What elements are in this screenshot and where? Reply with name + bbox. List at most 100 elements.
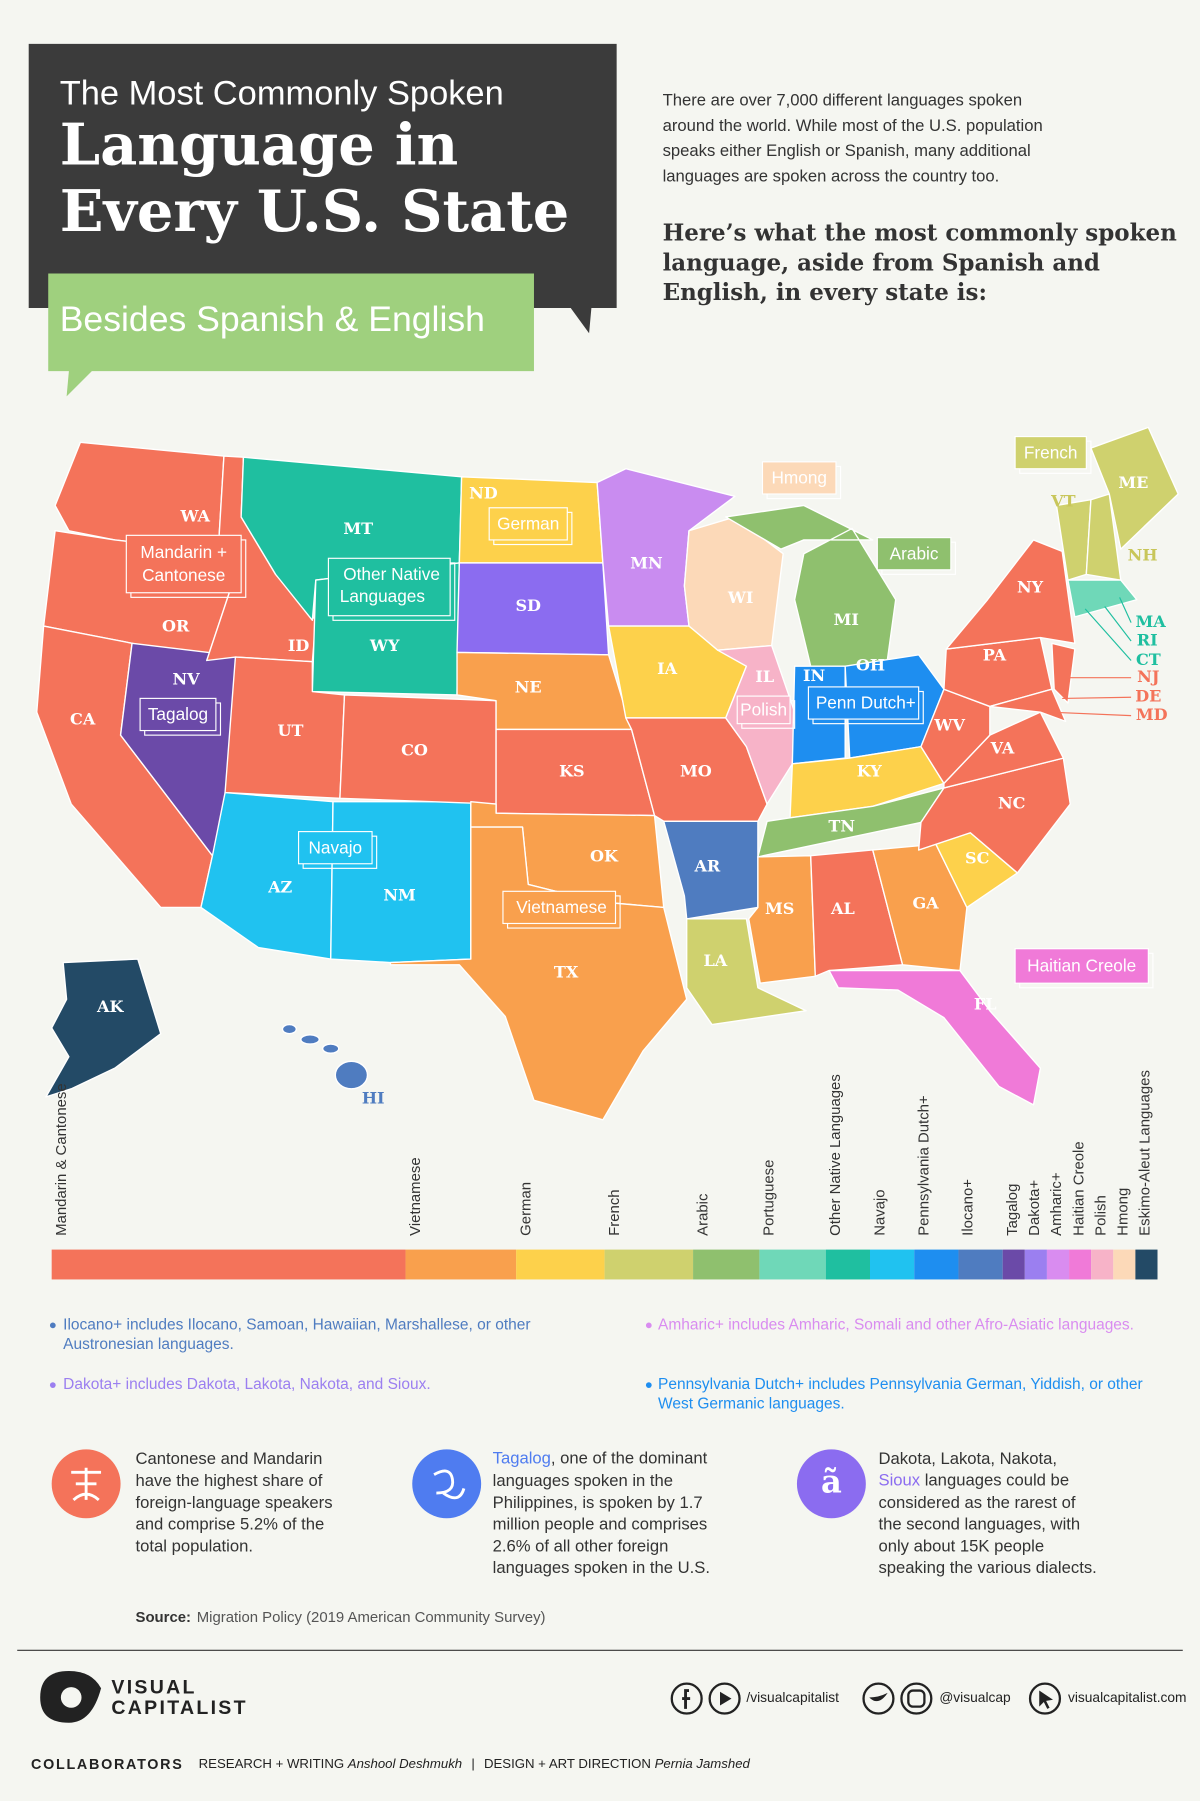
label-box bbox=[1014, 948, 1149, 984]
language-label: Languages bbox=[340, 586, 425, 606]
facebook-icon[interactable] bbox=[670, 1682, 703, 1715]
state-label: MN bbox=[630, 554, 663, 573]
state bbox=[748, 855, 816, 984]
state-label: IA bbox=[657, 659, 678, 678]
state-label: TX bbox=[554, 962, 579, 981]
state-label: CA bbox=[70, 710, 96, 729]
bar-segment bbox=[1113, 1249, 1136, 1280]
category-label: Other Native Languages bbox=[827, 1074, 844, 1236]
icon-glyph bbox=[682, 1689, 691, 1709]
state bbox=[663, 820, 759, 920]
lead: language, aside from Spanish and bbox=[663, 249, 1100, 276]
fact-text: languages spoken in the U.S. bbox=[493, 1558, 710, 1577]
credit-role: RESEARCH + WRITING bbox=[199, 1757, 344, 1772]
category-label: Hmong bbox=[1115, 1188, 1132, 1236]
fact-text: languages could be bbox=[920, 1471, 1069, 1490]
map bbox=[36, 426, 1179, 1121]
category-label: Pennsylvania Dutch+ bbox=[916, 1095, 933, 1235]
bullet bbox=[645, 1322, 652, 1329]
state bbox=[810, 849, 904, 977]
title: Language in bbox=[60, 110, 459, 178]
source-text: Migration Policy (2019 American Communit… bbox=[197, 1609, 546, 1626]
label-box bbox=[327, 557, 451, 617]
state-label: RI bbox=[1137, 630, 1158, 649]
label-box bbox=[297, 831, 373, 865]
fact-icon bbox=[796, 1449, 866, 1519]
fact-text: 2.6% of all other foreign bbox=[493, 1536, 669, 1555]
web-icon[interactable] bbox=[1028, 1682, 1062, 1715]
state-label: UT bbox=[278, 721, 304, 740]
note: West Germanic languages. bbox=[658, 1396, 845, 1413]
state bbox=[920, 688, 991, 785]
lead: English, in every state is: bbox=[663, 279, 987, 306]
fact-text: total population. bbox=[136, 1536, 254, 1555]
state bbox=[989, 688, 1067, 723]
language-label: Navajo bbox=[309, 837, 363, 857]
state-label: WI bbox=[727, 588, 754, 607]
state-label: AL bbox=[830, 899, 855, 918]
category-label: French bbox=[606, 1189, 623, 1235]
fact-text: considered as the rarest of bbox=[878, 1493, 1075, 1512]
category-label: Eskimo-Aleut Languages bbox=[1137, 1070, 1154, 1236]
leader bbox=[1104, 606, 1132, 642]
fact-highlight: Sioux bbox=[878, 1471, 920, 1490]
label-box bbox=[761, 461, 837, 495]
fact-text: speaking the various dialects. bbox=[878, 1558, 1096, 1577]
language-label: French bbox=[1024, 442, 1078, 462]
bar-segment bbox=[1091, 1249, 1114, 1280]
language-label: Polish bbox=[740, 700, 787, 720]
state-label: MO bbox=[680, 761, 712, 780]
note: Dakota+ includes Dakota, Lakota, Nakota,… bbox=[63, 1376, 431, 1393]
icon-glyph bbox=[1039, 1690, 1054, 1709]
instagram-icon[interactable] bbox=[900, 1682, 933, 1715]
fact-highlight: Tagalog bbox=[493, 1449, 551, 1468]
logo-text: VISUAL bbox=[111, 1676, 196, 1698]
state-label: CT bbox=[1136, 650, 1161, 669]
bar-segment bbox=[604, 1249, 694, 1280]
language-label: Mandarin + bbox=[140, 542, 227, 562]
leader bbox=[1062, 696, 1132, 699]
bar-segment bbox=[693, 1249, 760, 1280]
bar-segment bbox=[825, 1249, 870, 1280]
category-label: Navajo bbox=[871, 1189, 888, 1235]
fact-text: and comprise 5.2% of the bbox=[136, 1515, 325, 1534]
state bbox=[330, 801, 472, 964]
state-label: NE bbox=[515, 678, 542, 697]
category-label: Haitian Creole bbox=[1070, 1141, 1087, 1235]
state bbox=[389, 826, 688, 1121]
bar-segment bbox=[914, 1249, 959, 1280]
twitter-icon[interactable] bbox=[862, 1682, 895, 1715]
state-label: VT bbox=[1050, 492, 1075, 511]
state bbox=[300, 1034, 320, 1045]
state-label: IN bbox=[803, 666, 826, 685]
state-label: KS bbox=[559, 761, 585, 780]
category-label: Polish bbox=[1092, 1195, 1109, 1236]
language-label: Cantonese bbox=[142, 565, 225, 585]
bar-segment bbox=[1002, 1249, 1025, 1280]
fact-text: the second languages, with bbox=[878, 1515, 1080, 1534]
category-label: Arabic bbox=[694, 1193, 711, 1236]
state-label: MS bbox=[765, 899, 794, 918]
state bbox=[281, 1023, 297, 1035]
lead: Here’s what the most commonly spoken bbox=[663, 219, 1177, 246]
state-label: ME bbox=[1118, 473, 1148, 492]
fact-text: million people and comprises bbox=[493, 1515, 708, 1534]
fact-text: Sioux languages could be bbox=[878, 1471, 1069, 1490]
state-label: NH bbox=[1128, 546, 1158, 565]
intro: around the world. While most of the U.S.… bbox=[663, 116, 1043, 135]
state-label: OH bbox=[856, 656, 885, 675]
social-handle[interactable]: /visualcapitalist bbox=[746, 1690, 839, 1705]
label-box bbox=[736, 695, 791, 725]
state-label: OK bbox=[590, 846, 619, 865]
state-label: GA bbox=[912, 893, 939, 912]
website[interactable]: visualcapitalist.com bbox=[1068, 1690, 1187, 1705]
logo-text: CAPITALIST bbox=[111, 1697, 247, 1719]
bar-segment bbox=[1069, 1249, 1092, 1280]
bar-segment bbox=[51, 1249, 406, 1280]
notes: Ilocano+ includes Ilocano, Samoan, Hawai… bbox=[49, 1316, 1143, 1413]
youtube-icon[interactable] bbox=[708, 1682, 741, 1715]
social-handle[interactable]: @visualcap bbox=[939, 1690, 1011, 1705]
header: The Most Commonly Spoken Language in Eve… bbox=[28, 43, 1177, 397]
intro: speaks either English or Spanish, many a… bbox=[663, 141, 1031, 160]
